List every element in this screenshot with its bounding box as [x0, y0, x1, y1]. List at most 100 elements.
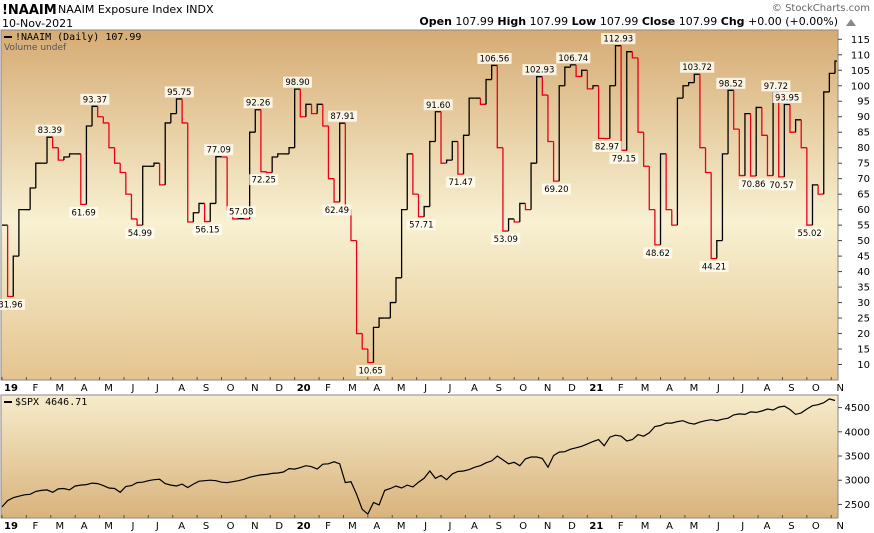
legend: !NAAIM (Daily) 107.99 — [15, 32, 141, 43]
step-segment — [271, 156, 278, 173]
quote-label: High — [497, 15, 526, 28]
x-tick-label: A — [373, 383, 380, 394]
quote-label: Close — [642, 15, 675, 28]
step-segment — [479, 98, 487, 105]
value-label: 93.95 — [775, 93, 799, 103]
x-tick-label: O — [519, 521, 527, 532]
step-segment — [339, 122, 346, 202]
y-tick-label: 45 — [857, 252, 870, 263]
value-label-box — [356, 365, 386, 376]
step-segment — [794, 119, 802, 133]
x-tick-label: N — [544, 521, 551, 532]
step-segment — [507, 218, 515, 232]
x-tick-label: N — [544, 383, 551, 394]
value-label-box — [406, 219, 436, 231]
x-tick-label: O — [812, 383, 820, 394]
step-segment — [277, 153, 284, 157]
value-label: 48.62 — [646, 249, 670, 259]
step-segment — [417, 194, 425, 218]
step-segment — [445, 159, 453, 164]
value-label-box — [716, 77, 746, 89]
x-tick-label: S — [203, 521, 209, 532]
x-tick-label: M — [397, 521, 406, 532]
x-tick-label: A — [471, 383, 478, 394]
x-tick-label: D — [275, 383, 283, 394]
step-segment — [434, 111, 442, 142]
value-label-box — [322, 204, 352, 216]
exchange: INDX — [186, 3, 214, 16]
value-label: 95.75 — [167, 88, 191, 98]
legend-last-value: 4646.71 — [45, 397, 87, 408]
x-tick-label: M — [690, 521, 699, 532]
value-label: 54.99 — [128, 229, 152, 239]
y-tick-label: 70 — [857, 174, 870, 185]
step-segment — [119, 163, 126, 174]
value-label: 102.93 — [525, 66, 555, 76]
step-segment — [350, 209, 357, 242]
step-segment — [688, 82, 695, 86]
value-label-box — [204, 144, 234, 156]
x-tick-label: N — [837, 383, 844, 394]
step-segment — [699, 74, 706, 149]
step-segment — [18, 208, 25, 257]
value-label: 55.02 — [798, 229, 822, 239]
x-tick-label: O — [812, 521, 820, 532]
step-segment — [676, 97, 684, 226]
y-tick-label: 3000 — [845, 476, 870, 487]
value-label-box — [592, 141, 622, 152]
step-segment — [716, 239, 723, 259]
value-label-box — [249, 174, 279, 186]
x-tick-label: M — [348, 521, 357, 532]
y-tick-label: 15 — [857, 345, 870, 356]
x-tick-label: F — [618, 383, 624, 394]
x-tick-label: D — [568, 521, 576, 532]
step-segment — [575, 64, 582, 78]
volume-note: Volume undef — [4, 43, 67, 53]
value-label-box — [761, 80, 791, 92]
step-segment — [181, 98, 188, 124]
value-label-box — [522, 64, 557, 76]
step-segment — [440, 111, 447, 164]
y-tick-label: 80 — [857, 143, 870, 154]
step-segment — [806, 147, 813, 226]
value-label-box — [125, 227, 155, 239]
step-segment — [761, 107, 768, 136]
x-tick-label: J — [130, 521, 134, 532]
lower-panel — [0, 394, 839, 519]
value-label: 87.91 — [330, 112, 354, 122]
step-segment — [519, 202, 526, 223]
step-segment — [721, 153, 729, 241]
step-segment — [783, 103, 790, 177]
x-tick-label: 20 — [297, 383, 311, 394]
x-tick-label: N — [251, 521, 258, 532]
step-segment — [485, 78, 492, 105]
step-segment — [97, 106, 104, 118]
x-tick-label: F — [33, 521, 39, 532]
step-segment — [552, 141, 560, 182]
y-tick-label: 75 — [857, 159, 870, 170]
x-tick-label: O — [519, 383, 527, 394]
value-label: 83.39 — [38, 126, 62, 136]
y-tick-label: 110 — [851, 50, 870, 61]
step-segment — [817, 184, 824, 195]
y-tick-label: 4500 — [845, 403, 870, 414]
value-label: 97.72 — [764, 82, 788, 92]
step-segment — [265, 171, 273, 174]
x-tick-label: M — [348, 383, 357, 394]
x-tick-label: J — [740, 383, 744, 394]
x-tick-label: F — [33, 383, 39, 394]
step-segment — [406, 153, 413, 210]
step-segment — [423, 205, 430, 217]
step-segment — [558, 85, 565, 182]
x-tick-label: O — [227, 521, 235, 532]
value-label: 71.47 — [449, 178, 473, 188]
step-segment — [52, 137, 59, 149]
step-segment — [355, 240, 363, 335]
y-tick-label: 55 — [857, 221, 870, 232]
y-tick-label: 50 — [857, 236, 870, 247]
step-segment — [496, 65, 503, 149]
x-tick-label: M — [641, 383, 650, 394]
x-tick-label: A — [666, 383, 673, 394]
step-segment — [693, 73, 700, 83]
